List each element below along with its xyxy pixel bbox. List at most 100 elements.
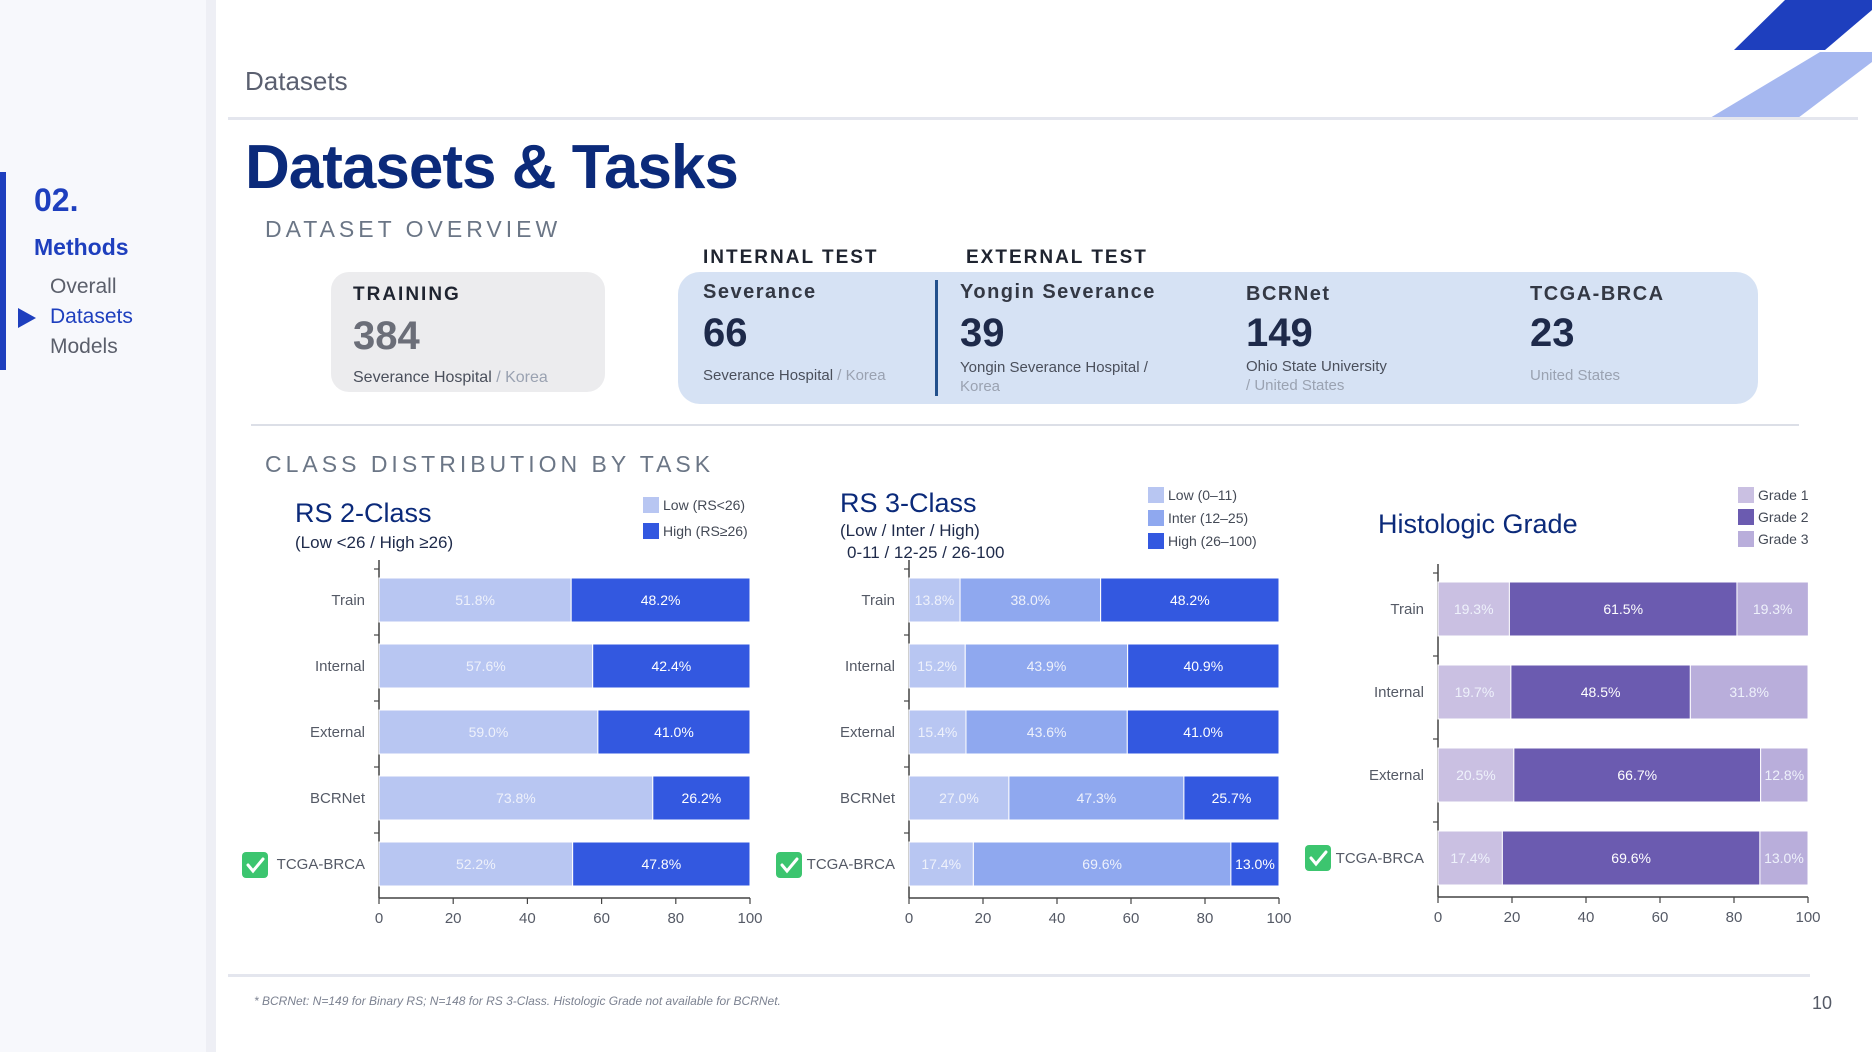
data-label: 57.6% [466,658,506,674]
bar-segment [652,775,751,821]
x-tick-label: 100 [737,910,762,927]
data-label: 20.5% [1456,767,1496,783]
category-label: BCRNet [310,790,366,807]
data-label: 25.7% [1212,790,1252,806]
bar-segment [1100,577,1280,623]
data-label: 27.0% [939,790,979,806]
check-mark-icon [780,857,799,874]
internal-site-name: Severance [703,281,817,303]
bar-segment [597,709,751,755]
bar-segment [1501,830,1761,886]
bar-segment [1513,747,1762,803]
sidebar-item-overall[interactable]: Overall [50,275,117,298]
data-label: 15.4% [918,724,958,740]
external-site-institution: Ohio State University / United States [1246,358,1387,394]
bar-segment [1127,643,1280,689]
bar-segment [1230,841,1280,887]
sidebar-accent-bar [0,172,6,370]
bar-segment [1510,664,1691,720]
data-label: 19.3% [1753,601,1793,617]
data-label: 31.8% [1729,684,1769,700]
data-label: 17.4% [921,856,961,872]
external-site-count: 39 [960,311,1005,355]
x-tick-label: 100 [1266,910,1291,927]
x-tick-label: 60 [1123,910,1140,927]
external-site-name: BCRNet [1246,283,1331,305]
x-tick-label: 40 [519,910,536,927]
legend-label: High (RS≥26) [663,523,748,539]
data-label: 48.5% [1581,684,1621,700]
x-tick-label: 20 [975,910,992,927]
bar-segment [965,709,1128,755]
legend-swatch [1738,509,1754,525]
footer-divider [228,974,1810,977]
category-label: BCRNet [840,790,896,807]
header-divider [228,117,1858,120]
footnote: * BCRNet: N=149 for Binary RS; N=148 for… [254,994,781,1008]
data-label: 43.6% [1027,724,1067,740]
external-site-name: Yongin Severance [960,281,1156,303]
legend-swatch [1738,531,1754,547]
x-tick-label: 40 [1578,909,1595,926]
x-tick-label: 0 [375,910,383,927]
external-site-name: TCGA-BRCA [1530,283,1665,305]
data-label: 69.6% [1082,856,1122,872]
bar-segment [908,775,1010,821]
bar-segment [972,841,1232,887]
section-title[interactable]: Methods [34,234,129,260]
data-label: 41.0% [654,724,694,740]
data-label: 42.4% [651,658,691,674]
category-label: External [1369,767,1424,784]
sidebar-edge [206,0,216,1052]
legend-label: Low (0–11) [1168,487,1237,503]
section-divider [251,424,1799,426]
section-number: 02. [34,182,79,218]
external-site-count: 149 [1246,311,1313,355]
bar-segment [1008,775,1185,821]
legend-swatch [1148,510,1164,526]
category-label: External [310,724,365,741]
data-label: 48.2% [1170,592,1210,608]
class-distribution-label: CLASS DISTRIBUTION BY TASK [265,451,715,477]
bar-segment [1126,709,1280,755]
data-label: 66.7% [1617,767,1657,783]
bar-segment [1689,664,1809,720]
x-tick-label: 20 [445,910,462,927]
x-tick-label: 100 [1795,909,1820,926]
legend-label: Grade 2 [1758,509,1809,525]
sidebar-item-models[interactable]: Models [50,335,118,358]
check-mark-icon [1309,850,1328,867]
chart-subtitle: (Low / Inter / High) [840,521,980,540]
data-label: 47.8% [641,856,681,872]
bar-segment [572,841,751,887]
x-tick-label: 80 [1197,910,1214,927]
data-label: 40.9% [1183,658,1223,674]
x-tick-label: 80 [667,910,684,927]
legend-swatch [1148,487,1164,503]
data-label: 12.8% [1764,767,1804,783]
data-label: 51.8% [455,592,495,608]
internal-site-institution: Severance Hospital / Korea [703,367,886,384]
training-count: 384 [353,314,420,358]
page-number: 10 [1812,993,1833,1013]
check-mark-icon [246,857,265,874]
data-label: 15.2% [917,658,957,674]
data-label: 73.8% [496,790,536,806]
bar-segment [1760,747,1809,803]
legend-swatch [643,523,659,539]
category-label: Train [1390,601,1424,618]
category-label: External [840,724,895,741]
test-sets-card [678,272,1758,404]
sidebar-item-datasets[interactable]: Datasets [50,305,133,328]
category-label: TCGA-BRCA [1336,850,1424,867]
category-label: Internal [315,658,365,675]
category-label: Internal [1374,684,1424,701]
x-tick-label: 0 [1434,909,1442,926]
bar-segment [908,577,961,623]
bar-segment [1183,775,1280,821]
bar-segment [378,709,599,755]
category-label: Internal [845,658,895,675]
sidebar [0,0,206,1052]
training-card [331,272,605,392]
